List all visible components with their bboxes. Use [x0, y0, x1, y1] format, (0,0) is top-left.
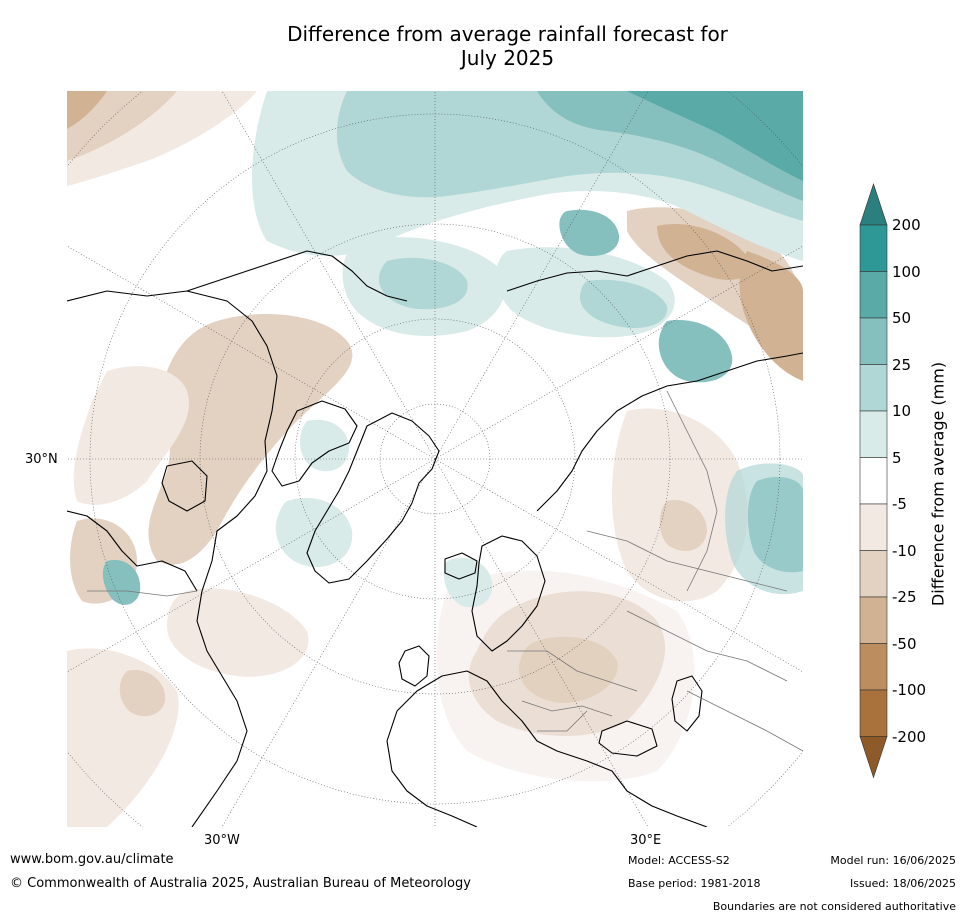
wet-region-siberia-east: [658, 320, 733, 383]
wet-region-east-asia-halo: [725, 463, 803, 595]
dry-region-east-asia: [739, 251, 803, 381]
colorbar-tick-label: 25: [892, 355, 912, 374]
colorbar-segment: [859, 410, 888, 458]
colorbar-segment: [859, 596, 888, 644]
colorbar-tick-label: 50: [892, 309, 912, 327]
title-line-1: Difference from average rainfall forecas…: [287, 22, 728, 46]
wet-region-hudson: [300, 419, 350, 472]
coast-north-america: [67, 290, 278, 827]
disclaimer-text: Boundaries are not considered authoritat…: [712, 900, 956, 913]
wet-region-russia-mid: [579, 279, 668, 329]
dry-region-north-america: [148, 313, 353, 565]
coast-canadian-archipelago: [271, 400, 358, 487]
graticule: [67, 91, 803, 827]
lon-label-30w: 30°W: [204, 833, 240, 848]
coast-hudson-bay: [161, 460, 208, 512]
dry-anomaly-regions: [67, 91, 803, 827]
dry-region-siberia-core: [657, 224, 750, 280]
dry-region-asia-patch: [659, 500, 707, 551]
coast-iceland: [444, 552, 478, 580]
dry-region-atlantic: [167, 588, 309, 677]
coast-british-isles: [398, 645, 430, 687]
wet-region-pacific-heavy: [627, 91, 803, 181]
colorbar-tick-label: 100: [892, 262, 921, 281]
dry-region-corner: [67, 91, 107, 129]
wet-anomaly-regions: [102, 91, 803, 608]
lon-label-30e: 30°E: [630, 833, 662, 848]
colorbar-segment: [859, 550, 888, 598]
dry-region-north-america-edge: [73, 366, 189, 505]
colorbar-tick-label: 5: [892, 448, 902, 467]
coast-black-sea: [598, 720, 658, 757]
colorbar-tick-label: -25: [892, 588, 917, 606]
rainfall-map: [67, 91, 803, 827]
model-text: Model: ACCESS-S2: [628, 854, 730, 867]
colorbar-segment: [859, 224, 888, 272]
wet-region-arctic-mid: [378, 257, 468, 310]
colorbar-tick-label: 200: [892, 216, 921, 234]
base-period-text: Base period: 1981-2018: [628, 877, 761, 890]
model-run-text: Model run: 16/06/2025: [830, 854, 956, 867]
dry-region-pacific-light: [67, 91, 257, 186]
colorbar-tick-label: -200: [892, 727, 927, 746]
colorbar-tick-label: 10: [892, 402, 912, 420]
coast-alaska: [186, 250, 408, 302]
coast-siberia-north: [506, 250, 803, 292]
colorbar-extend-top: [859, 183, 888, 226]
colorbar-segment: [859, 457, 888, 505]
colorbar-extend-bottom: [859, 736, 888, 779]
colorbar-segment: [859, 364, 888, 412]
chart-title: Difference from average rainfall forecas…: [200, 22, 815, 70]
colorbar-tick-label: -5: [892, 495, 907, 513]
wet-region-caribbean: [102, 560, 141, 605]
colorbar-tick-label: -100: [892, 681, 927, 699]
lat-label-30n: 30°N: [25, 452, 58, 467]
wet-region-siberia-coast: [559, 209, 620, 257]
coast-scandinavia: [471, 535, 546, 652]
dry-region-pacific-nw: [67, 91, 177, 161]
colorbar-label: Difference from average (mm): [928, 361, 948, 607]
colorbar-segment: [859, 503, 888, 551]
country-borders: [87, 390, 803, 752]
coast-europe: [386, 670, 708, 827]
coast-russia-arctic: [536, 352, 803, 512]
wet-region-scandinavia: [443, 557, 493, 608]
colorbar-segment: [859, 271, 888, 319]
dry-region-caribbean: [119, 670, 166, 717]
copyright-text: © Commonwealth of Australia 2025, Austra…: [10, 876, 471, 891]
coast-caspian: [671, 675, 703, 732]
issued-text: Issued: 18/06/2025: [849, 877, 956, 890]
colorbar-segment: [859, 643, 888, 691]
title-line-2: July 2025: [460, 46, 555, 70]
colorbar-segment: [859, 689, 888, 737]
coastlines: [67, 250, 803, 827]
colorbar-tick-label: -10: [892, 541, 917, 560]
dry-region-europe-halo: [436, 570, 695, 782]
coast-greenland: [306, 412, 440, 584]
colorbar-tick-label: -50: [892, 634, 917, 653]
website-link[interactable]: www.bom.gov.au/climate: [10, 852, 174, 867]
colorbar: [859, 183, 888, 779]
colorbar-segment: [859, 317, 888, 365]
